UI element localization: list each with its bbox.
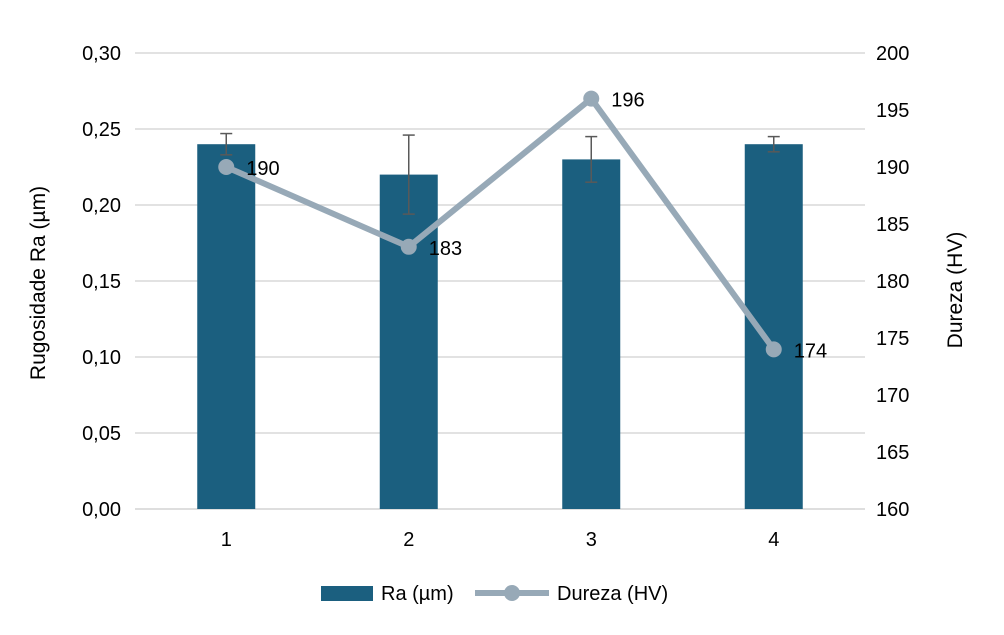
- legend-swatch-ra: [321, 586, 373, 601]
- y2-tick-label: 200: [876, 43, 909, 65]
- x-tick-label: 2: [403, 529, 414, 551]
- y-axis-right-ticks: 160 165 170 175 180 185 190 195 200: [876, 43, 909, 521]
- y2-tick-label: 160: [876, 499, 909, 521]
- legend-label-ra: Ra (µm): [381, 583, 454, 605]
- y-tick-label: 0,00: [82, 499, 121, 521]
- y-tick-label: 0,25: [82, 119, 121, 141]
- point-dureza: [400, 238, 417, 255]
- x-axis-ticks: 1 2 3 4: [221, 529, 780, 551]
- legend: Ra (µm) Dureza (HV): [321, 583, 668, 605]
- point-dureza: [765, 341, 782, 358]
- y-tick-label: 0,05: [82, 423, 121, 445]
- x-tick-label: 1: [221, 529, 232, 551]
- y-axis-left-title: Rugosidade Ra (µm): [27, 186, 50, 380]
- y-tick-label: 0,20: [82, 195, 121, 217]
- x-tick-label: 3: [586, 529, 597, 551]
- point-dureza: [583, 90, 600, 107]
- gridlines: [135, 52, 865, 510]
- bar-ra: [197, 144, 256, 509]
- error-bars: [220, 132, 780, 215]
- bar-ra: [562, 159, 621, 509]
- line-series: [218, 90, 782, 358]
- data-label-dureza: 190: [246, 158, 279, 180]
- legend-swatch-marker-dureza: [504, 585, 520, 601]
- y2-tick-label: 190: [876, 157, 909, 179]
- point-dureza: [218, 159, 235, 175]
- y-tick-label: 0,10: [82, 347, 121, 369]
- data-label-dureza: 183: [429, 238, 462, 260]
- bar-ra: [379, 174, 438, 509]
- y2-tick-label: 195: [876, 100, 909, 122]
- x-tick-label: 4: [768, 529, 779, 551]
- y-tick-label: 0,15: [82, 271, 121, 293]
- line-data-labels: 190 183 196 174: [246, 90, 827, 363]
- y2-tick-label: 185: [876, 214, 909, 236]
- y2-tick-label: 170: [876, 385, 909, 407]
- y-tick-label: 0,30: [82, 43, 121, 65]
- legend-label-dureza: Dureza (HV): [557, 583, 668, 605]
- y2-tick-label: 175: [876, 328, 909, 350]
- data-label-dureza: 174: [794, 340, 827, 362]
- y-axis-left-ticks: 0,00 0,05 0,10 0,15 0,20 0,25 0,30: [82, 43, 121, 521]
- bar-series: [197, 144, 803, 509]
- y2-tick-label: 165: [876, 442, 909, 464]
- data-label-dureza: 196: [611, 90, 644, 112]
- y-axis-right-title: Dureza (HV): [944, 232, 967, 349]
- y2-tick-label: 180: [876, 271, 909, 293]
- line-dureza: [225, 95, 777, 352]
